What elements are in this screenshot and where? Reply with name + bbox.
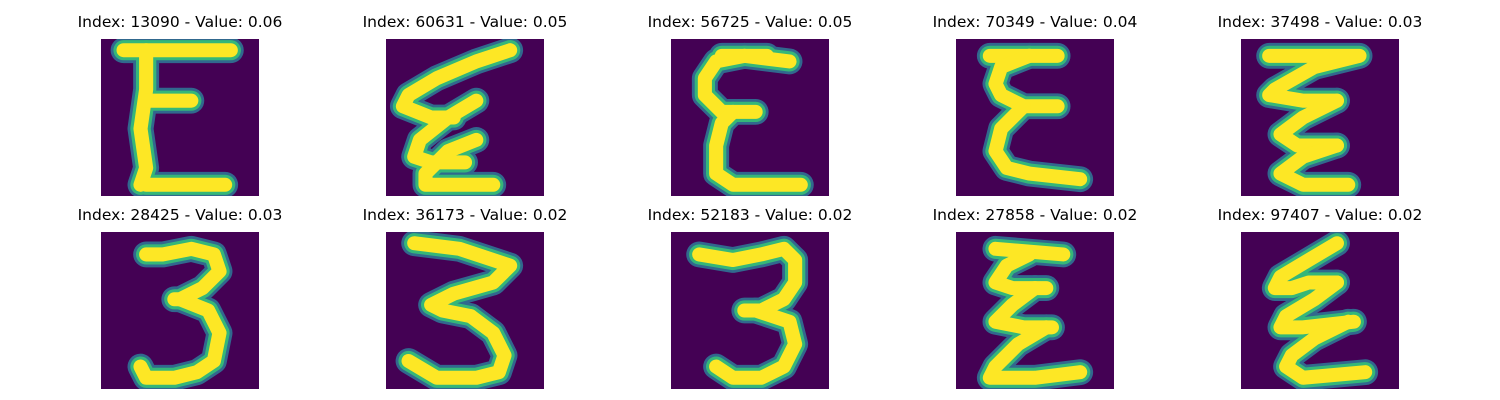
- grid-cell: Index: 13090 - Value: 0.06: [70, 12, 290, 197]
- cell-title: Index: 28425 - Value: 0.03: [77, 206, 283, 224]
- stroke-core: [988, 99, 1088, 187]
- digit-image: [956, 232, 1114, 389]
- image-background: [101, 39, 259, 196]
- digit-image: [386, 232, 544, 389]
- cell-title: Index: 27858 - Value: 0.02: [932, 206, 1138, 224]
- stroke-core: [709, 303, 803, 385]
- digit-image: [1241, 232, 1399, 389]
- digit-image: [1241, 39, 1399, 196]
- stroke-core: [133, 292, 227, 385]
- digit-image: [671, 232, 829, 389]
- grid-cell: Index: 36173 - Value: 0.02: [355, 205, 575, 390]
- cell-title: Index: 70349 - Value: 0.04: [932, 13, 1138, 31]
- grid-cell: Index: 56725 - Value: 0.05: [640, 12, 860, 197]
- stroke-core: [982, 320, 1088, 385]
- digit-image: [671, 39, 829, 196]
- stroke-core: [1262, 48, 1367, 108]
- stroke-core: [1273, 275, 1361, 335]
- stroke-core: [1267, 236, 1344, 296]
- digit-image: [956, 39, 1114, 196]
- cell-title: Index: 37498 - Value: 0.03: [1217, 13, 1423, 31]
- grid-cell: Index: 52183 - Value: 0.02: [640, 205, 860, 390]
- cell-title: Index: 56725 - Value: 0.05: [647, 13, 853, 31]
- stroke-core: [133, 43, 154, 192]
- stroke-core: [401, 309, 512, 385]
- grid-cell: Index: 37498 - Value: 0.03: [1210, 12, 1430, 197]
- cell-title: Index: 36173 - Value: 0.02: [362, 206, 568, 224]
- stroke-core: [407, 236, 518, 324]
- grid-cell: Index: 27858 - Value: 0.02: [925, 205, 1145, 390]
- stroke-core: [692, 241, 803, 318]
- cell-title: Index: 52183 - Value: 0.02: [647, 206, 853, 224]
- stroke-core: [418, 132, 501, 192]
- cell-title: Index: 13090 - Value: 0.06: [77, 13, 283, 31]
- cell-title: Index: 60631 - Value: 0.05: [362, 13, 568, 31]
- grid-cell: Index: 60631 - Value: 0.05: [355, 12, 575, 197]
- digit-image: [386, 39, 544, 196]
- digit-image: [101, 39, 259, 196]
- digit-image: [101, 232, 259, 389]
- stroke-core: [395, 43, 518, 125]
- stroke-core: [1273, 93, 1344, 153]
- stroke-core: [1279, 314, 1373, 385]
- cell-title: Index: 97407 - Value: 0.02: [1217, 206, 1423, 224]
- stroke-core: [709, 104, 808, 192]
- stroke-core: [1273, 138, 1356, 192]
- grid-cell: Index: 97407 - Value: 0.02: [1210, 205, 1430, 390]
- grid-cell: Index: 28425 - Value: 0.03: [70, 205, 290, 390]
- grid-cell: Index: 70349 - Value: 0.04: [925, 12, 1145, 197]
